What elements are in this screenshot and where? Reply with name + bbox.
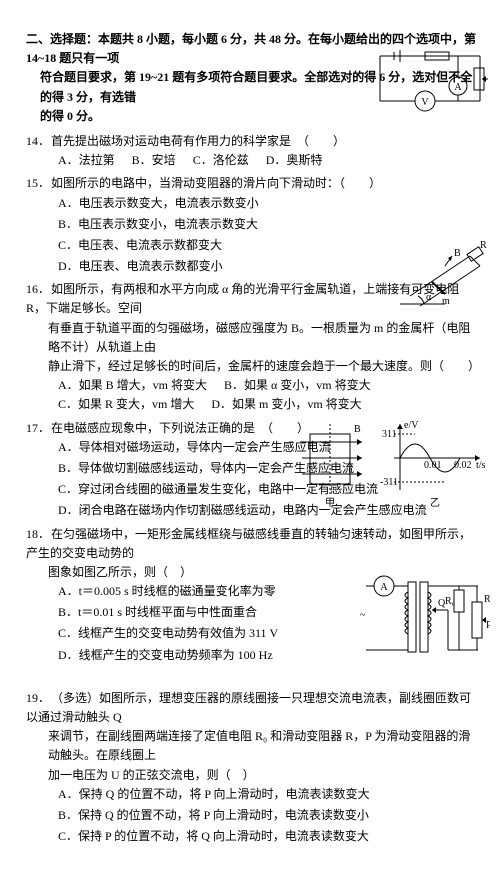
fig19-r0-label: R₀	[445, 596, 456, 607]
q17-text: 在电磁感应现象中，下列说法正确的是 （ ）	[51, 421, 309, 435]
q14-option-d: D．奥斯特	[266, 151, 323, 170]
q16-option-a: A．如果 B 增大，vm 将变大	[58, 376, 207, 395]
question-16: 16． 如图所示，有两根和水平方向成 α 角的光滑平行金属轨道，上端接有可变电阻…	[26, 280, 478, 414]
q16-option-c: C．如果 R 变大，vm 增大	[58, 395, 194, 414]
fig19-p-label: P	[486, 620, 490, 631]
fig19-r-label: R	[484, 594, 490, 605]
fig18-t-label: t/s	[476, 460, 486, 471]
q19-option-b: B．保持 Q 的位置不动，将 P 向上滑动时，电流表读数变小	[58, 806, 478, 825]
voltmeter-label: V	[421, 97, 429, 108]
figure-q15-circuit: V A	[370, 46, 490, 116]
q19-option-a: A．保持 Q 的位置不动，将 P 向上滑动时，电流表读数变大	[58, 785, 478, 804]
q16-text2: 有垂直于轨道平面的匀强磁场，磁感应强度为 B。一根质量为 m 的金属杆（电阻略不…	[26, 319, 478, 357]
fig18-t2: 0.02	[454, 460, 472, 471]
q15-option-b: B．电压表示数变小，电流表示数变大	[58, 215, 478, 234]
question-19: 19． （多选）如图所示，理想变压器的原线圈接一只理想交流电流表，副线圈匝数可以…	[26, 689, 478, 847]
ammeter-label: A	[454, 82, 462, 93]
q19-text3: 加一电压为 U 的正弦交流电，则（ ）	[26, 766, 478, 785]
q16-text1: 如图所示，有两根和水平方向成 α 角的光滑平行金属轨道，上端接有可变电阻 R，下…	[26, 282, 459, 315]
q18-num: 18．	[26, 525, 48, 544]
q15-num: 15．	[26, 174, 48, 193]
fig16-r-label: R	[480, 240, 487, 251]
q15-option-a: A．电压表示数变大，电流表示数变小	[58, 194, 478, 213]
figure-q19-transformer: A ~ Q R₀	[360, 570, 490, 666]
q14-option-a: A．法拉第	[58, 151, 115, 170]
fig18-t1: 0.01	[424, 460, 442, 471]
question-14: 14． 首先提出磁场对运动电荷有作用力的科学家是 （ ） A．法拉第 B．安培 …	[26, 132, 478, 170]
q19-text1: （多选）如图所示，理想变压器的原线圈接一只理想交流电流表，副线圈匝数可以通过滑动…	[26, 691, 471, 724]
q16-text3: 静止滑下，经过足够长的时间后，金属杆的速度会趋于一个最大速度。则（ ）	[26, 357, 478, 376]
q16-option-b: B．如果 α 变小，vm 将变大	[224, 376, 371, 395]
fig16-b-label: B	[454, 248, 461, 259]
q14-option-b: B．安培	[132, 151, 176, 170]
q17-num: 17．	[26, 419, 48, 438]
figure-q18-sine: e/V t/s 311 -311 0.01 0.02 乙	[380, 418, 490, 508]
q14-option-c: C．洛伦兹	[193, 151, 249, 170]
q16-option-d: D．如果 m 变小，vm 将变大	[211, 395, 361, 414]
q16-num: 16．	[26, 280, 48, 299]
q14-num: 14．	[26, 132, 48, 151]
figure-q18-coil: B 甲	[294, 418, 374, 508]
fig18-neg311: -311	[380, 477, 398, 488]
fig18-caption-2: 乙	[430, 497, 440, 508]
q19-option-c: C．保持 P 的位置不动，将 Q 向上滑动时，电流表读数变大	[58, 827, 478, 846]
q14-text: 首先提出磁场对运动电荷有作用力的科学家是 （ ）	[51, 134, 345, 148]
q19-text2: 来调节，在副线圈两端连接了定值电阻 R₀ 和滑动变阻器 R，P 为滑动变阻器的滑…	[26, 727, 478, 765]
fig18-311: 311	[382, 429, 397, 440]
fig19-a-label: A	[380, 582, 388, 593]
q18-text1: 在匀强磁场中，一矩形金属线框绕与磁感线垂直的转轴匀速转动，如图甲所示，产生的交变…	[26, 527, 471, 560]
fig18-e-label: e/V	[404, 420, 419, 431]
q15-text: 如图所示的电路中，当滑动变阻器的滑片向下滑动时：（ ）	[51, 176, 381, 190]
fig18-caption-1: 甲	[325, 498, 335, 508]
svg-text:~: ~	[360, 610, 366, 621]
q19-num: 19．	[26, 689, 48, 708]
fig18-b-label: B	[354, 424, 361, 435]
